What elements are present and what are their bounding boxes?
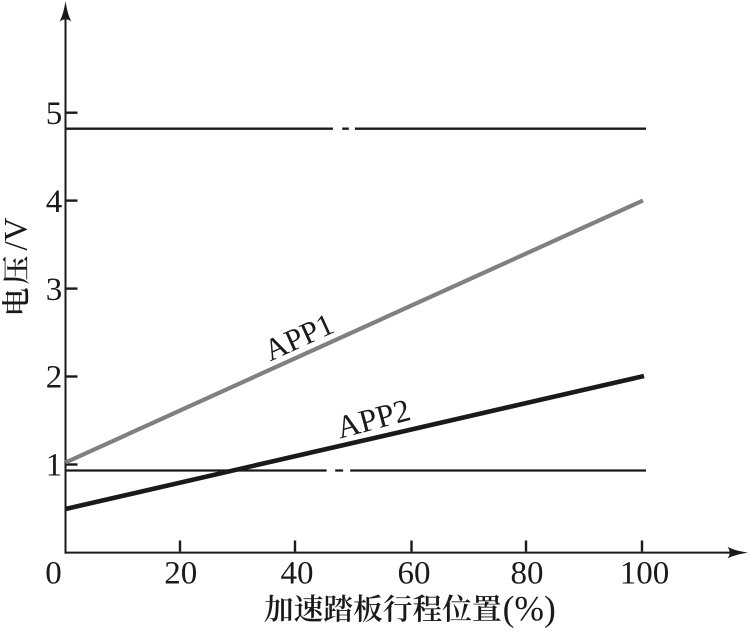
svg-text:5: 5: [46, 96, 63, 132]
svg-text:100: 100: [620, 556, 670, 592]
svg-text:1: 1: [46, 448, 63, 484]
svg-text:40: 40: [281, 556, 314, 592]
svg-text:0: 0: [45, 556, 62, 592]
svg-text:4: 4: [46, 184, 63, 220]
svg-text:60: 60: [398, 556, 431, 592]
svg-text:3: 3: [46, 272, 63, 308]
svg-text:20: 20: [164, 556, 197, 592]
svg-text:/V: /V: [0, 217, 35, 250]
svg-text:(%): (%): [503, 589, 556, 629]
svg-text:80: 80: [511, 556, 544, 592]
svg-text:2: 2: [46, 360, 63, 396]
